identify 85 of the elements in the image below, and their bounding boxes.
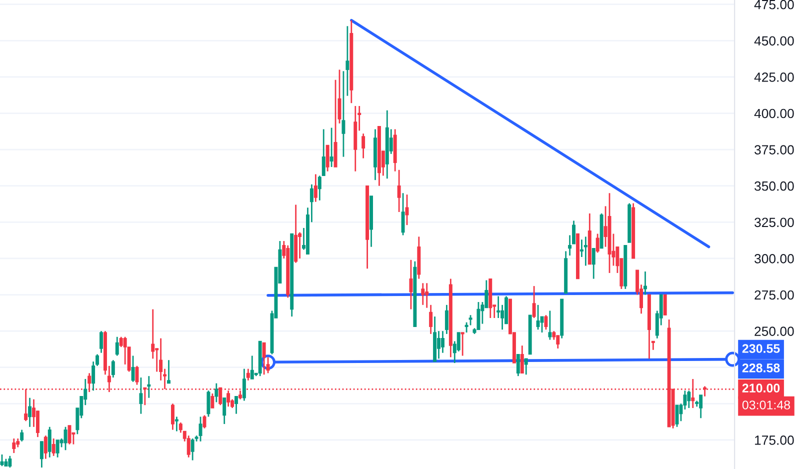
candlestick bbox=[262, 342, 266, 376]
candlestick bbox=[592, 248, 596, 280]
candlestick bbox=[440, 330, 444, 354]
candlestick bbox=[147, 375, 151, 399]
candlestick bbox=[699, 394, 703, 419]
candlestick bbox=[460, 332, 464, 356]
candlestick bbox=[687, 390, 691, 409]
candlestick bbox=[691, 378, 695, 409]
y-tick-label: 275.00 bbox=[754, 290, 794, 300]
y-tick-label: 375.00 bbox=[754, 145, 794, 154]
y-tick-label: 300.00 bbox=[754, 254, 794, 264]
candlestick bbox=[496, 296, 500, 319]
candlestick bbox=[362, 132, 366, 159]
candlestick bbox=[330, 127, 334, 168]
candlestick bbox=[119, 336, 123, 348]
candlestick bbox=[222, 397, 226, 425]
candlestick bbox=[548, 310, 552, 340]
candlestick bbox=[524, 358, 528, 376]
candlestick bbox=[111, 359, 115, 378]
candlestick bbox=[52, 438, 56, 457]
candlestick bbox=[68, 424, 72, 446]
candlestick bbox=[139, 376, 143, 415]
text: 03:01:48 bbox=[742, 400, 790, 410]
candlestick bbox=[44, 434, 48, 460]
candlestick bbox=[425, 282, 429, 309]
text: 228.58 bbox=[742, 364, 780, 372]
candlestick bbox=[167, 359, 170, 384]
y-tick-label: 425.00 bbox=[754, 72, 794, 82]
candlestick bbox=[48, 426, 52, 458]
candlestick bbox=[88, 372, 92, 393]
candlestick bbox=[131, 355, 135, 383]
candlestick bbox=[314, 174, 318, 203]
candlestick bbox=[40, 440, 44, 468]
candlestick bbox=[429, 304, 433, 335]
candlestick bbox=[444, 304, 448, 335]
candlestick bbox=[234, 396, 238, 415]
y-tick-label: 250.00 bbox=[754, 326, 794, 336]
candlestick bbox=[198, 416, 202, 442]
candlestick bbox=[28, 397, 32, 428]
candlestick bbox=[544, 314, 548, 330]
candlestick bbox=[401, 192, 405, 236]
candlestick bbox=[437, 330, 440, 360]
candlestick bbox=[516, 354, 520, 377]
candlestick bbox=[190, 438, 194, 461]
text: 230.55 bbox=[742, 344, 780, 353]
candlestick bbox=[115, 336, 119, 356]
candlestick bbox=[326, 144, 330, 172]
candlestick bbox=[346, 25, 350, 97]
y-tick-label: 475.00 bbox=[754, 0, 794, 10]
candlestick bbox=[643, 270, 647, 296]
candlestick bbox=[56, 439, 60, 458]
candlestick bbox=[421, 282, 425, 306]
candlestick bbox=[206, 390, 210, 418]
candlestick bbox=[532, 285, 536, 319]
candlestick bbox=[409, 259, 413, 310]
candlestick bbox=[242, 368, 246, 402]
candlestick bbox=[64, 426, 68, 451]
candlestick bbox=[596, 233, 600, 254]
ref-line-label: 210.00 bbox=[742, 384, 780, 392]
candlestick bbox=[20, 429, 24, 442]
candlestick bbox=[214, 382, 218, 403]
candlestick bbox=[250, 355, 254, 380]
candlestick bbox=[663, 294, 667, 316]
candlestick bbox=[476, 301, 480, 330]
candlestick bbox=[397, 169, 401, 213]
candlestick bbox=[12, 438, 16, 454]
candlestick bbox=[520, 344, 524, 374]
candlestick bbox=[556, 334, 560, 350]
candlestick bbox=[100, 330, 103, 354]
y-tick-label: 350.00 bbox=[754, 181, 794, 191]
y-tick-label: 325.00 bbox=[754, 218, 794, 228]
candlestick bbox=[170, 402, 174, 430]
y-tick-label: 400.00 bbox=[754, 108, 794, 118]
candlestick bbox=[468, 314, 472, 326]
candlestick bbox=[186, 434, 190, 458]
candlestick bbox=[0, 454, 4, 467]
candlestick bbox=[8, 455, 12, 468]
candlestick bbox=[342, 70, 346, 158]
y-tick-label: 175.00 bbox=[755, 436, 794, 445]
candlestick bbox=[246, 368, 250, 382]
candlestick bbox=[536, 304, 540, 330]
candlestick bbox=[174, 416, 178, 432]
candlestick bbox=[210, 392, 214, 409]
candlestick bbox=[584, 236, 588, 266]
y-tick-label: 450.00 bbox=[754, 36, 794, 46]
